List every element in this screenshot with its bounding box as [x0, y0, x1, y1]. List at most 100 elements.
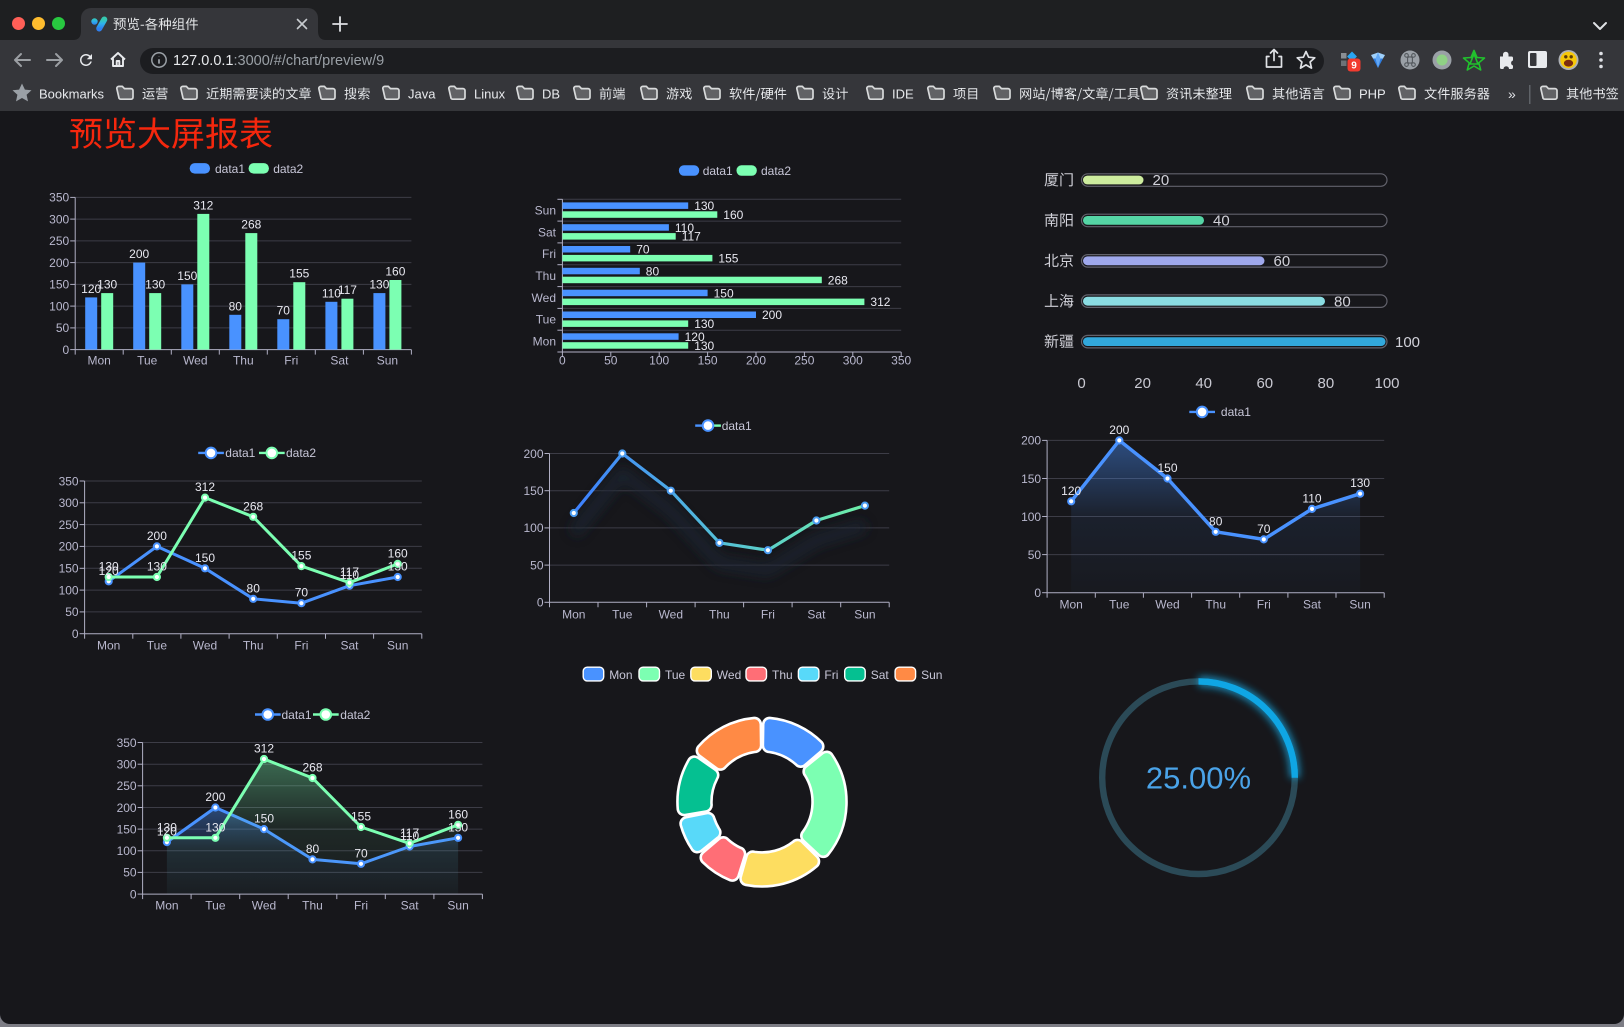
svg-text:100: 100	[117, 844, 137, 858]
svg-text:200: 200	[523, 447, 543, 461]
svg-text:Sat: Sat	[807, 608, 826, 622]
svg-text:Wed: Wed	[532, 291, 556, 305]
svg-text:200: 200	[117, 801, 137, 815]
svg-text:350: 350	[59, 474, 79, 488]
svg-text:160: 160	[723, 208, 743, 222]
svg-text:200: 200	[129, 247, 149, 261]
svg-text:80: 80	[229, 299, 243, 313]
svg-text:312: 312	[193, 198, 213, 212]
svg-text:130: 130	[369, 278, 389, 292]
svg-text:200: 200	[59, 540, 79, 554]
svg-text:Wed: Wed	[717, 668, 741, 682]
svg-text:130: 130	[694, 339, 714, 353]
svg-text:130: 130	[448, 820, 468, 834]
svg-text:110: 110	[322, 286, 341, 300]
svg-text:Tue: Tue	[665, 668, 686, 682]
svg-text:50: 50	[56, 321, 70, 335]
svg-text:155: 155	[718, 252, 738, 266]
svg-text:Sat: Sat	[1303, 598, 1322, 612]
svg-text:117: 117	[400, 826, 419, 840]
svg-text:0: 0	[63, 343, 70, 357]
svg-text:Sat: Sat	[330, 354, 349, 368]
svg-text:120: 120	[157, 825, 177, 839]
svg-text:80: 80	[1318, 375, 1335, 392]
svg-text:268: 268	[828, 273, 848, 287]
svg-text:Sat: Sat	[871, 668, 890, 682]
svg-text:127.0.0.1:3000/#/chart/preview: 127.0.0.1:3000/#/chart/preview/9	[173, 53, 384, 69]
svg-text:60: 60	[1256, 375, 1273, 392]
svg-text:100: 100	[49, 299, 69, 313]
svg-text:Sun: Sun	[1349, 598, 1370, 612]
svg-text:200: 200	[1109, 423, 1129, 437]
svg-text:150: 150	[49, 278, 69, 292]
svg-text:250: 250	[117, 779, 137, 793]
svg-text:data1: data1	[225, 446, 255, 460]
svg-text:50: 50	[604, 354, 618, 368]
svg-text:117: 117	[340, 565, 359, 579]
svg-text:20: 20	[1153, 172, 1170, 189]
svg-text:50: 50	[123, 866, 137, 880]
svg-text:Thu: Thu	[772, 668, 793, 682]
svg-text:70: 70	[1257, 522, 1271, 536]
svg-text:350: 350	[49, 191, 69, 205]
svg-text:80: 80	[247, 581, 261, 595]
svg-text:0: 0	[72, 627, 79, 641]
svg-text:155: 155	[291, 549, 311, 563]
svg-text:50: 50	[1028, 548, 1042, 562]
svg-text:0: 0	[559, 354, 566, 368]
svg-text:130: 130	[145, 278, 165, 292]
svg-text:Sat: Sat	[538, 225, 557, 239]
svg-text:312: 312	[254, 742, 274, 756]
svg-text:data1: data1	[703, 164, 733, 178]
svg-text:Fri: Fri	[824, 668, 838, 682]
svg-text:data1: data1	[1221, 405, 1251, 419]
svg-text:300: 300	[843, 354, 863, 368]
svg-text:0: 0	[1077, 375, 1085, 392]
svg-text:130: 130	[388, 560, 408, 574]
svg-text:70: 70	[636, 243, 650, 257]
svg-text:300: 300	[49, 212, 69, 226]
svg-text:Thu: Thu	[233, 354, 254, 368]
svg-text:160: 160	[385, 265, 405, 279]
svg-text:Sat: Sat	[401, 899, 420, 913]
svg-text:50: 50	[65, 605, 79, 619]
svg-text:Tue: Tue	[147, 639, 168, 653]
svg-text:120: 120	[1061, 484, 1081, 498]
svg-text:160: 160	[388, 546, 408, 560]
svg-text:130: 130	[694, 317, 714, 331]
svg-text:IDE: IDE	[892, 87, 914, 102]
svg-text:Thu: Thu	[709, 608, 730, 622]
svg-text:data2: data2	[761, 164, 791, 178]
svg-text:DB: DB	[542, 87, 560, 102]
svg-text:Mon: Mon	[155, 899, 178, 913]
svg-text:100: 100	[1021, 510, 1041, 524]
svg-text:data2: data2	[273, 162, 303, 176]
svg-text:data1: data1	[722, 419, 752, 433]
svg-text:110: 110	[675, 221, 694, 235]
svg-text:Tue: Tue	[137, 354, 158, 368]
svg-text:250: 250	[59, 518, 79, 532]
svg-text:0: 0	[537, 596, 544, 610]
svg-text:200: 200	[49, 256, 69, 270]
svg-text:100: 100	[523, 521, 543, 535]
svg-text:Thu: Thu	[243, 639, 264, 653]
svg-text:Sun: Sun	[854, 608, 875, 622]
svg-text:300: 300	[59, 496, 79, 510]
svg-text:60: 60	[1274, 253, 1291, 270]
svg-text:80: 80	[306, 842, 320, 856]
svg-text:350: 350	[117, 736, 137, 750]
svg-text:Tue: Tue	[1109, 598, 1130, 612]
svg-text:Fri: Fri	[542, 247, 556, 261]
svg-text:155: 155	[289, 267, 309, 281]
svg-text:Tue: Tue	[205, 899, 226, 913]
svg-text:268: 268	[302, 761, 322, 775]
svg-text:117: 117	[338, 283, 357, 297]
svg-text:70: 70	[354, 846, 368, 860]
svg-text:Mon: Mon	[97, 639, 120, 653]
svg-text:200: 200	[746, 354, 766, 368]
svg-text:130: 130	[97, 278, 117, 292]
svg-text:117: 117	[682, 230, 701, 244]
svg-text:Mon: Mon	[609, 668, 632, 682]
svg-text:120: 120	[99, 564, 119, 578]
svg-text:Thu: Thu	[535, 269, 556, 283]
